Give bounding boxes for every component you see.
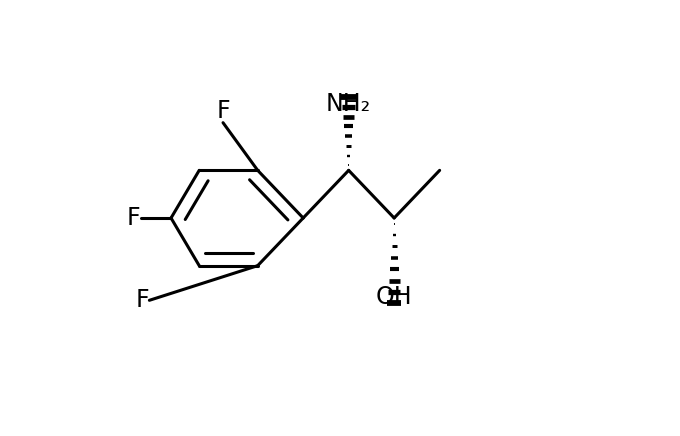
Text: OH: OH — [376, 285, 413, 309]
Text: NH₂: NH₂ — [326, 92, 371, 116]
Text: F: F — [216, 99, 230, 123]
Text: F: F — [127, 206, 141, 230]
Text: F: F — [136, 288, 150, 312]
